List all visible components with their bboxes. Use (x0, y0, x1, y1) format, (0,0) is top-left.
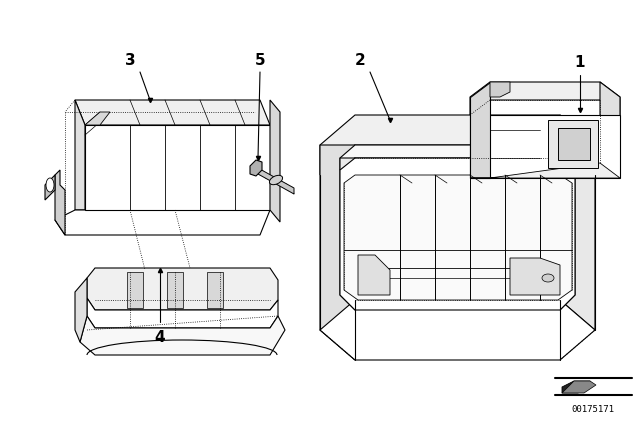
Polygon shape (85, 125, 270, 210)
Polygon shape (358, 255, 390, 295)
Polygon shape (600, 82, 620, 178)
Polygon shape (510, 258, 560, 295)
Polygon shape (80, 316, 285, 355)
Polygon shape (207, 272, 223, 308)
Polygon shape (55, 210, 270, 235)
Polygon shape (127, 272, 143, 308)
Text: 3: 3 (125, 53, 135, 68)
Polygon shape (87, 268, 278, 310)
Polygon shape (75, 278, 87, 342)
Polygon shape (320, 300, 595, 360)
Polygon shape (558, 128, 590, 160)
Text: 4: 4 (155, 330, 165, 345)
Polygon shape (250, 160, 262, 176)
Polygon shape (470, 163, 620, 178)
Polygon shape (258, 168, 294, 194)
Polygon shape (320, 145, 355, 360)
Polygon shape (470, 82, 620, 115)
Polygon shape (340, 158, 575, 310)
Polygon shape (75, 100, 270, 125)
Text: 1: 1 (575, 55, 585, 70)
Polygon shape (560, 158, 575, 310)
Polygon shape (344, 175, 572, 300)
Polygon shape (75, 100, 85, 210)
Polygon shape (490, 82, 510, 97)
Polygon shape (270, 100, 280, 222)
Polygon shape (85, 112, 110, 125)
Polygon shape (320, 115, 595, 175)
Polygon shape (87, 298, 278, 328)
Ellipse shape (269, 175, 283, 185)
Text: 2: 2 (355, 53, 365, 68)
Polygon shape (45, 175, 55, 200)
Text: 00175171: 00175171 (572, 405, 614, 414)
Polygon shape (470, 115, 620, 178)
Polygon shape (548, 120, 598, 168)
Polygon shape (562, 381, 590, 393)
Polygon shape (167, 272, 183, 308)
Polygon shape (340, 158, 355, 310)
Polygon shape (470, 82, 490, 178)
Text: 5: 5 (255, 53, 266, 68)
Polygon shape (560, 115, 595, 330)
Polygon shape (55, 170, 65, 235)
Polygon shape (340, 145, 575, 170)
Polygon shape (562, 381, 596, 393)
Ellipse shape (46, 178, 54, 192)
Ellipse shape (542, 274, 554, 282)
